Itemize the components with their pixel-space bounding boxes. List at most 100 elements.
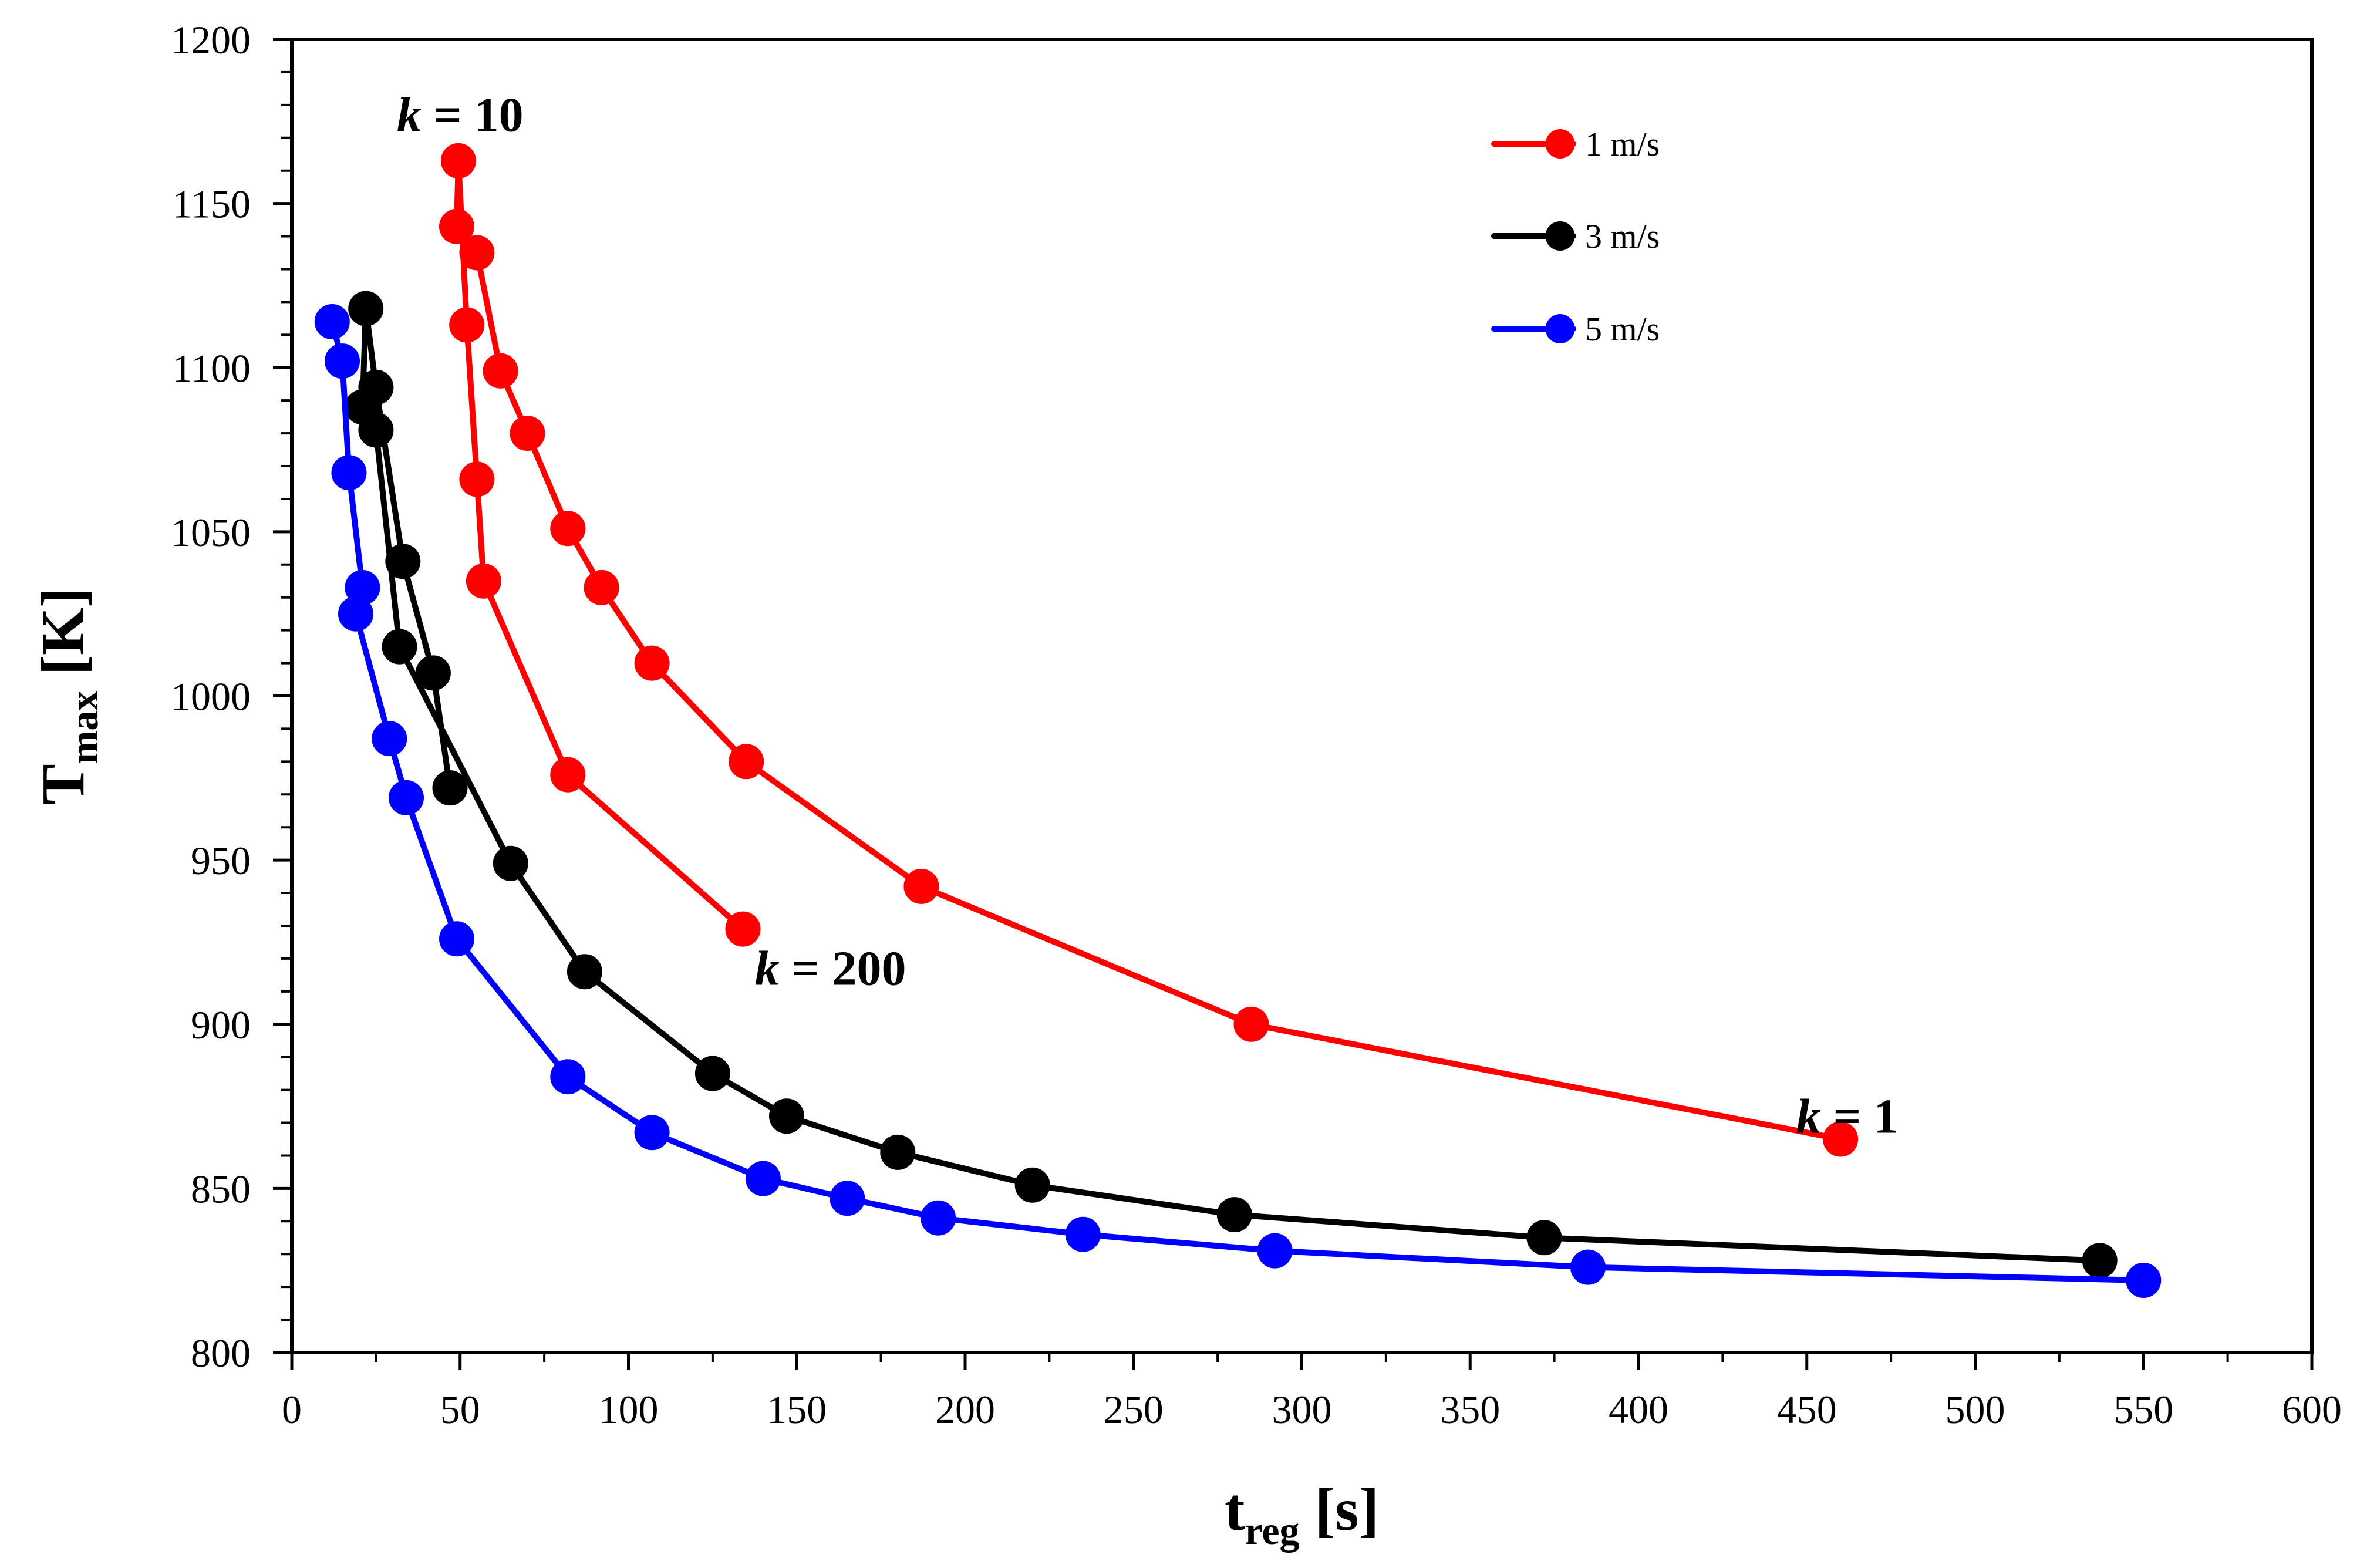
data-point <box>510 416 545 451</box>
annotation-value: = 200 <box>780 942 906 996</box>
data-point <box>634 645 670 681</box>
data-point <box>1065 1216 1101 1252</box>
y-tick-label: 1100 <box>173 346 251 390</box>
data-point <box>725 911 761 947</box>
data-point <box>2082 1243 2118 1279</box>
y-tick-label: 800 <box>191 1331 251 1375</box>
data-point <box>1216 1197 1252 1233</box>
annotation-k-symbol: k <box>397 88 422 143</box>
data-point <box>325 343 360 379</box>
y-axis-symbol: T <box>29 764 97 804</box>
x-tick-label: 550 <box>2113 1387 2173 1432</box>
y-tick-label: 1200 <box>171 18 251 62</box>
x-axis-symbol: t <box>1225 1476 1245 1543</box>
data-point <box>1526 1220 1562 1256</box>
data-point <box>550 1059 586 1095</box>
data-point <box>1233 1006 1269 1042</box>
data-point <box>385 544 421 579</box>
data-point <box>830 1181 865 1216</box>
x-axis-subscript: reg <box>1245 1508 1299 1553</box>
annotation-label: k = 1 <box>1796 1089 1899 1144</box>
data-point <box>694 1056 730 1091</box>
y-tick-label: 950 <box>191 838 251 883</box>
annotation-label: k = 10 <box>397 88 524 143</box>
data-point <box>634 1115 670 1151</box>
data-point <box>440 143 476 178</box>
data-point <box>331 455 367 491</box>
data-point <box>567 954 602 990</box>
y-tick-label: 1000 <box>171 675 251 719</box>
annotation-label: k = 200 <box>755 942 906 996</box>
data-point <box>903 868 939 904</box>
data-point <box>415 655 451 691</box>
y-axis-subscript: max <box>62 691 106 764</box>
data-point <box>466 563 501 599</box>
x-tick-label: 0 <box>282 1387 302 1432</box>
y-tick-label: 1150 <box>173 182 251 227</box>
x-tick-label: 150 <box>767 1387 827 1432</box>
data-point <box>745 1161 781 1196</box>
data-point <box>348 291 384 326</box>
data-point <box>550 757 586 793</box>
series-line <box>455 157 746 932</box>
legend-label: 5 m/s <box>1585 310 1660 348</box>
data-point <box>769 1098 804 1134</box>
x-tick-label: 500 <box>1945 1387 2005 1432</box>
data-point <box>358 412 394 448</box>
data-point <box>314 304 350 339</box>
y-axis-unit: [K] <box>29 587 97 690</box>
data-point <box>459 461 495 497</box>
annotation-k-symbol: k <box>755 942 780 996</box>
data-point <box>1014 1167 1050 1203</box>
x-tick-label: 300 <box>1272 1387 1332 1432</box>
legend-marker <box>1545 221 1575 251</box>
annotation-value: = 1 <box>1821 1089 1899 1144</box>
data-point <box>389 780 424 815</box>
data-point <box>1570 1249 1606 1285</box>
x-tick-label: 50 <box>440 1387 480 1432</box>
y-tick-label: 850 <box>191 1166 251 1211</box>
data-point <box>459 235 495 271</box>
data-point <box>449 307 485 343</box>
data-point <box>1257 1233 1293 1269</box>
data-point <box>2126 1263 2162 1298</box>
data-point <box>584 569 619 605</box>
y-axis-title: Tmax [K] <box>29 587 106 804</box>
data-point <box>1823 1121 1859 1157</box>
data-point <box>439 208 474 244</box>
y-tick-label: 900 <box>191 1003 251 1047</box>
data-point <box>880 1134 916 1170</box>
x-tick-label: 450 <box>1777 1387 1837 1432</box>
y-tick-label: 1050 <box>171 510 251 555</box>
data-point <box>372 721 407 757</box>
series-5-m-s <box>314 304 2162 1298</box>
legend-marker <box>1545 314 1575 343</box>
data-point <box>382 629 417 665</box>
x-axis-title: treg [s] <box>1225 1476 1380 1553</box>
x-tick-label: 400 <box>1609 1387 1668 1432</box>
legend-marker <box>1545 129 1575 159</box>
data-point <box>550 511 586 547</box>
series-1-m-s <box>439 143 1859 1157</box>
x-axis-unit: [s] <box>1300 1476 1380 1543</box>
legend-label: 3 m/s <box>1585 217 1660 255</box>
annotation-value: = 10 <box>422 88 524 143</box>
x-tick-label: 100 <box>599 1387 659 1432</box>
series-3-m-s <box>345 291 2118 1279</box>
data-point <box>439 921 474 957</box>
x-tick-label: 350 <box>1440 1387 1500 1432</box>
x-tick-label: 200 <box>935 1387 995 1432</box>
x-tick-label: 250 <box>1104 1387 1164 1432</box>
data-point <box>432 770 468 806</box>
annotation-k-symbol: k <box>1796 1089 1821 1144</box>
data-point <box>493 845 528 881</box>
data-point <box>920 1200 956 1236</box>
x-tick-label: 600 <box>2282 1387 2342 1432</box>
data-point <box>483 353 518 389</box>
legend-label: 1 m/s <box>1585 125 1660 163</box>
data-point <box>338 596 373 632</box>
data-point <box>729 744 764 780</box>
